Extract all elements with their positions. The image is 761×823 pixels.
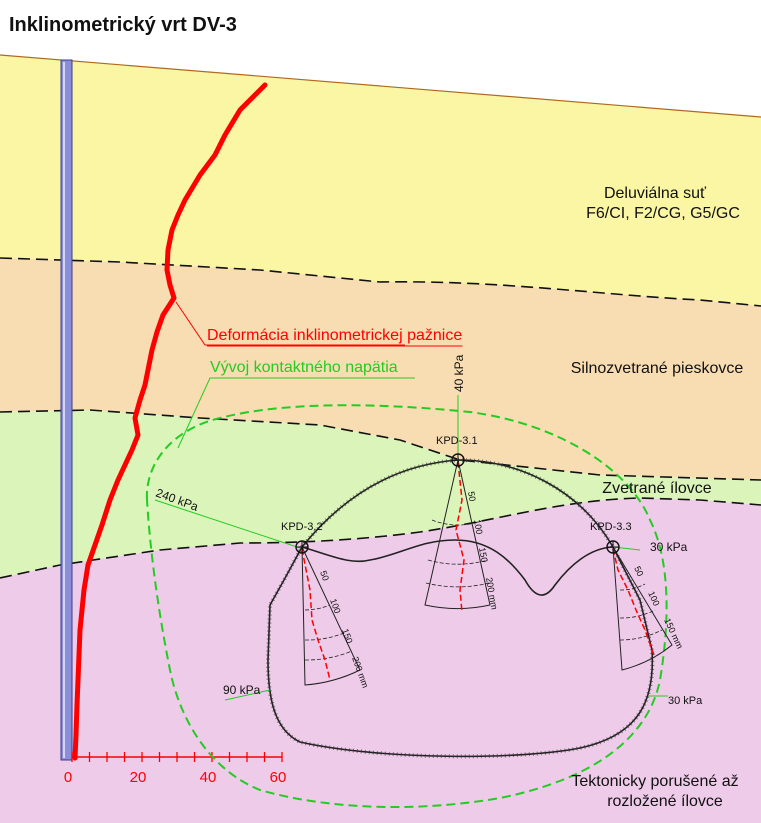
stress-label-top: 40 kPa xyxy=(452,354,466,392)
boundary-line-1 xyxy=(0,257,761,307)
layer-deluvial-scree xyxy=(0,55,761,306)
gauge-kpd-3-2 xyxy=(295,540,361,686)
axis-tick-label: 20 xyxy=(130,769,147,786)
layer2-name: Silnozvetrané pieskovce xyxy=(571,360,744,377)
gauge1-tick-150: 150 xyxy=(477,547,489,564)
layer-tectonic-claystone xyxy=(0,498,761,823)
diagram-title: Inklinometrický vrt DV-3 xyxy=(9,14,237,36)
boundary-line-3 xyxy=(0,497,761,579)
layer4-name: Tektonicky porušené až xyxy=(571,773,738,790)
deformation-legend-label: Deformácia inklinometrickej pažnice xyxy=(207,327,462,344)
boundary-line-2 xyxy=(0,409,761,481)
layer1-name: Deluviálna suť xyxy=(604,185,707,202)
gauge-kpd-3-2-label: KPD-3.2 xyxy=(281,521,323,533)
gauge1-tick-50: 50 xyxy=(466,491,478,503)
gauge-kpd-3-3 xyxy=(606,540,673,671)
layer3-name: Zvetrané ílovce xyxy=(602,480,711,497)
gauge2-tick-100: 100 xyxy=(328,597,343,615)
stress-label-right: 30 kPa xyxy=(650,540,688,554)
gauge1-tick-100: 100 xyxy=(472,519,484,536)
layer-weathered-sandstone xyxy=(0,258,761,480)
axis-tick-label: 60 xyxy=(270,769,287,786)
layer1-class: F6/CI, F2/CG, G5/GC xyxy=(586,205,740,222)
deformation-curve xyxy=(72,82,268,761)
stress-label-bottom-right: 30 kPa xyxy=(668,695,703,707)
gauge2-tick-150: 150 xyxy=(340,627,355,645)
stress-legend-label: Vývoj kontaktného napätia xyxy=(210,359,398,376)
axis-tick-label: 40 xyxy=(200,769,217,786)
tunnel-outline xyxy=(267,459,654,758)
layer-weathered-claystone xyxy=(0,410,761,578)
terrain-surface-line xyxy=(0,54,761,118)
gauge-kpd-3-1-label: KPD-3.1 xyxy=(436,435,478,447)
axis-tick-label: 0 xyxy=(64,769,72,786)
contact-stress-envelope xyxy=(145,404,668,809)
gauge3-tick-50: 50 xyxy=(632,565,645,578)
deformation-legend-leader xyxy=(175,301,405,346)
stress-label-bottom-left: 90 kPa xyxy=(223,683,261,697)
gauge2-tick-50: 50 xyxy=(318,569,331,582)
gauge-kpd-3-1 xyxy=(424,453,491,613)
layer4-name-line2: rozložené ílovce xyxy=(607,793,723,810)
inclinometer-casing xyxy=(60,59,73,761)
gauge-kpd-3-3-label: KPD-3.3 xyxy=(590,521,632,533)
